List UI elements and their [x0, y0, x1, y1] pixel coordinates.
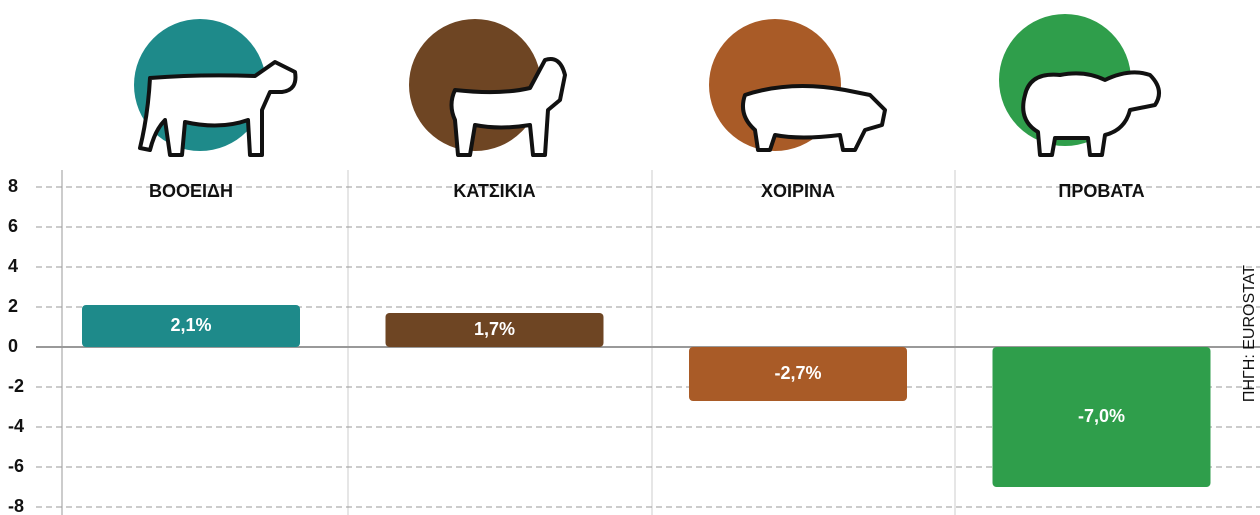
bar: [385, 313, 604, 347]
pig-icon: [741, 84, 887, 152]
source: ΠΗΓΗ: EUROSTAT: [1241, 265, 1258, 402]
x-tick-label: ΧΟΙΡΙΝΑ: [761, 181, 835, 201]
bar: [992, 347, 1211, 487]
y-tick-label: -8: [8, 496, 24, 515]
bar: [82, 305, 300, 347]
sheep-icon: [1021, 70, 1161, 157]
y-tick-label: 8: [8, 176, 18, 196]
y-tick-label: -6: [8, 456, 24, 476]
value-label: -7,0%: [1078, 406, 1125, 426]
animal-icons: [134, 14, 1161, 157]
goat-icon: [449, 57, 567, 157]
cow-icon: [138, 60, 298, 157]
x-tick-label: ΚΑΤΣΙΚΙΑ: [453, 181, 535, 201]
y-tick-label: -2: [8, 376, 24, 396]
x-tick-label: ΠΡΟΒΑΤΑ: [1058, 181, 1144, 201]
y-tick-label: 0: [8, 336, 18, 356]
x-tick-label: ΒΟΟΕΙΔΗ: [149, 181, 233, 201]
value-label: -2,7%: [774, 363, 821, 383]
value-label: 2,1%: [170, 315, 211, 335]
y-tick-label: 6: [8, 216, 18, 236]
bar: [689, 347, 907, 401]
y-tick-label: 2: [8, 296, 18, 316]
y-tick-label: -4: [8, 416, 24, 436]
value-label: 1,7%: [474, 319, 515, 339]
y-tick-label: 4: [8, 256, 18, 276]
